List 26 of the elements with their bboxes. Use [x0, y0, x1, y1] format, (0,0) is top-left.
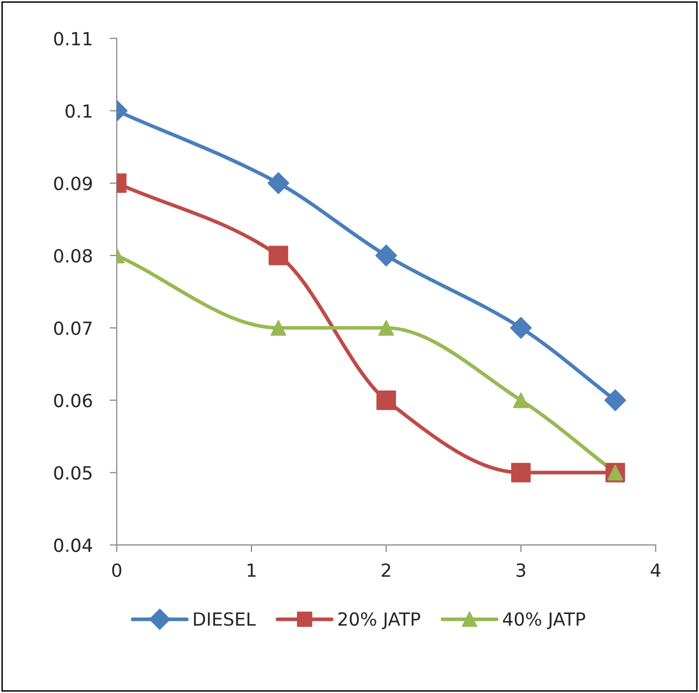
y-tick-label: 0.06 — [54, 394, 92, 408]
legend-label: DIESEL — [194, 612, 256, 626]
y-tick-label: 0.09 — [54, 176, 92, 190]
point — [375, 244, 398, 266]
point — [510, 316, 532, 339]
point — [513, 392, 529, 408]
y-tick-label: 0.07 — [54, 321, 92, 335]
x-tick-label: 4 — [650, 564, 660, 577]
point — [268, 246, 288, 266]
point — [376, 390, 396, 410]
x-tick-label: 1 — [248, 564, 256, 577]
point — [378, 320, 394, 336]
y-tick-label: 0.05 — [54, 466, 92, 480]
point — [511, 462, 531, 482]
y-tick-label: 0.1 — [66, 104, 92, 118]
point — [268, 172, 290, 194]
y-tick-label: 0.11 — [54, 32, 92, 46]
x-tick-label: 3 — [516, 563, 526, 578]
x-tick-label: 2 — [382, 563, 390, 577]
point — [270, 320, 286, 336]
y-tick-label: 0.04 — [54, 538, 92, 552]
legend-label: 20% JATP — [338, 612, 420, 630]
point — [604, 389, 626, 412]
x-tick-label: 0 — [112, 563, 122, 578]
y-tick-label: 0.08 — [54, 248, 92, 263]
legend-label: 40% JATP — [502, 612, 586, 630]
